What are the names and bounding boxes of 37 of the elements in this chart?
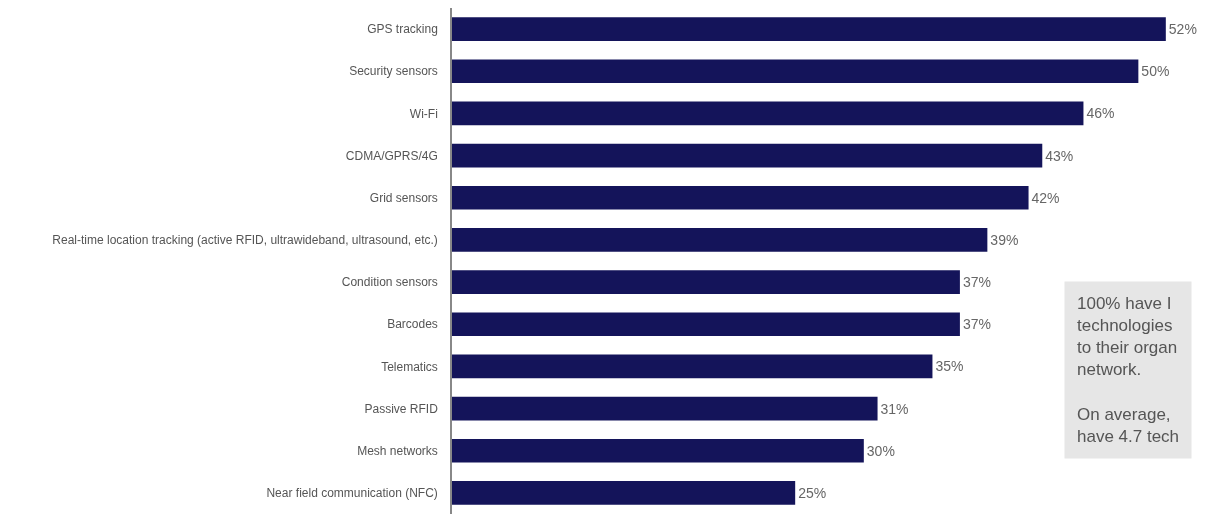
bar — [452, 17, 1166, 41]
y-tick-label: Barcodes — [387, 317, 438, 332]
y-tick-label: Passive RFID — [364, 401, 439, 416]
bar — [452, 143, 1043, 168]
y-tick-label: Near field communication (NFC) — [266, 486, 438, 501]
data-label: 52% — [1168, 21, 1197, 38]
bar — [452, 438, 864, 463]
y-tick-label: Grid sensors — [369, 190, 438, 205]
y-tick-label: Telematics — [381, 359, 438, 374]
y-tick-label: Security sensors — [349, 64, 438, 79]
bar — [452, 101, 1084, 126]
data-label: 25% — [798, 484, 827, 501]
data-label: 39% — [990, 231, 1019, 248]
bar — [452, 312, 960, 337]
bar — [452, 185, 1029, 210]
bar — [452, 481, 796, 505]
data-label: 50% — [1141, 63, 1170, 80]
bar — [452, 59, 1139, 84]
y-tick-label: Mesh networks — [357, 443, 438, 458]
data-label: 37% — [962, 274, 991, 291]
bar — [452, 228, 988, 252]
y-tick-label: Wi-Fi — [409, 106, 438, 121]
text: 100% have I technologies to their organ network. On average, have 4.7 tech — [1077, 294, 1180, 446]
data-label: 42% — [1031, 189, 1060, 206]
data-label: 31% — [880, 400, 909, 417]
bar — [452, 396, 878, 421]
data-label: 30% — [866, 442, 895, 459]
data-label: 46% — [1086, 105, 1115, 122]
y-tick-label: CDMA/GPRS/4G — [345, 148, 438, 163]
y-tick-label: GPS tracking — [367, 22, 438, 37]
data-label: 35% — [935, 358, 964, 375]
y-tick-label: Real-time location tracking (active RFID, ultrawideband, ultrasound, etc.) — [52, 233, 438, 248]
data-label: 37% — [962, 316, 991, 333]
bar — [452, 270, 960, 294]
y-tick-label: Condition sensors — [341, 275, 438, 290]
bar — [452, 354, 933, 379]
data-label: 43% — [1045, 147, 1074, 164]
